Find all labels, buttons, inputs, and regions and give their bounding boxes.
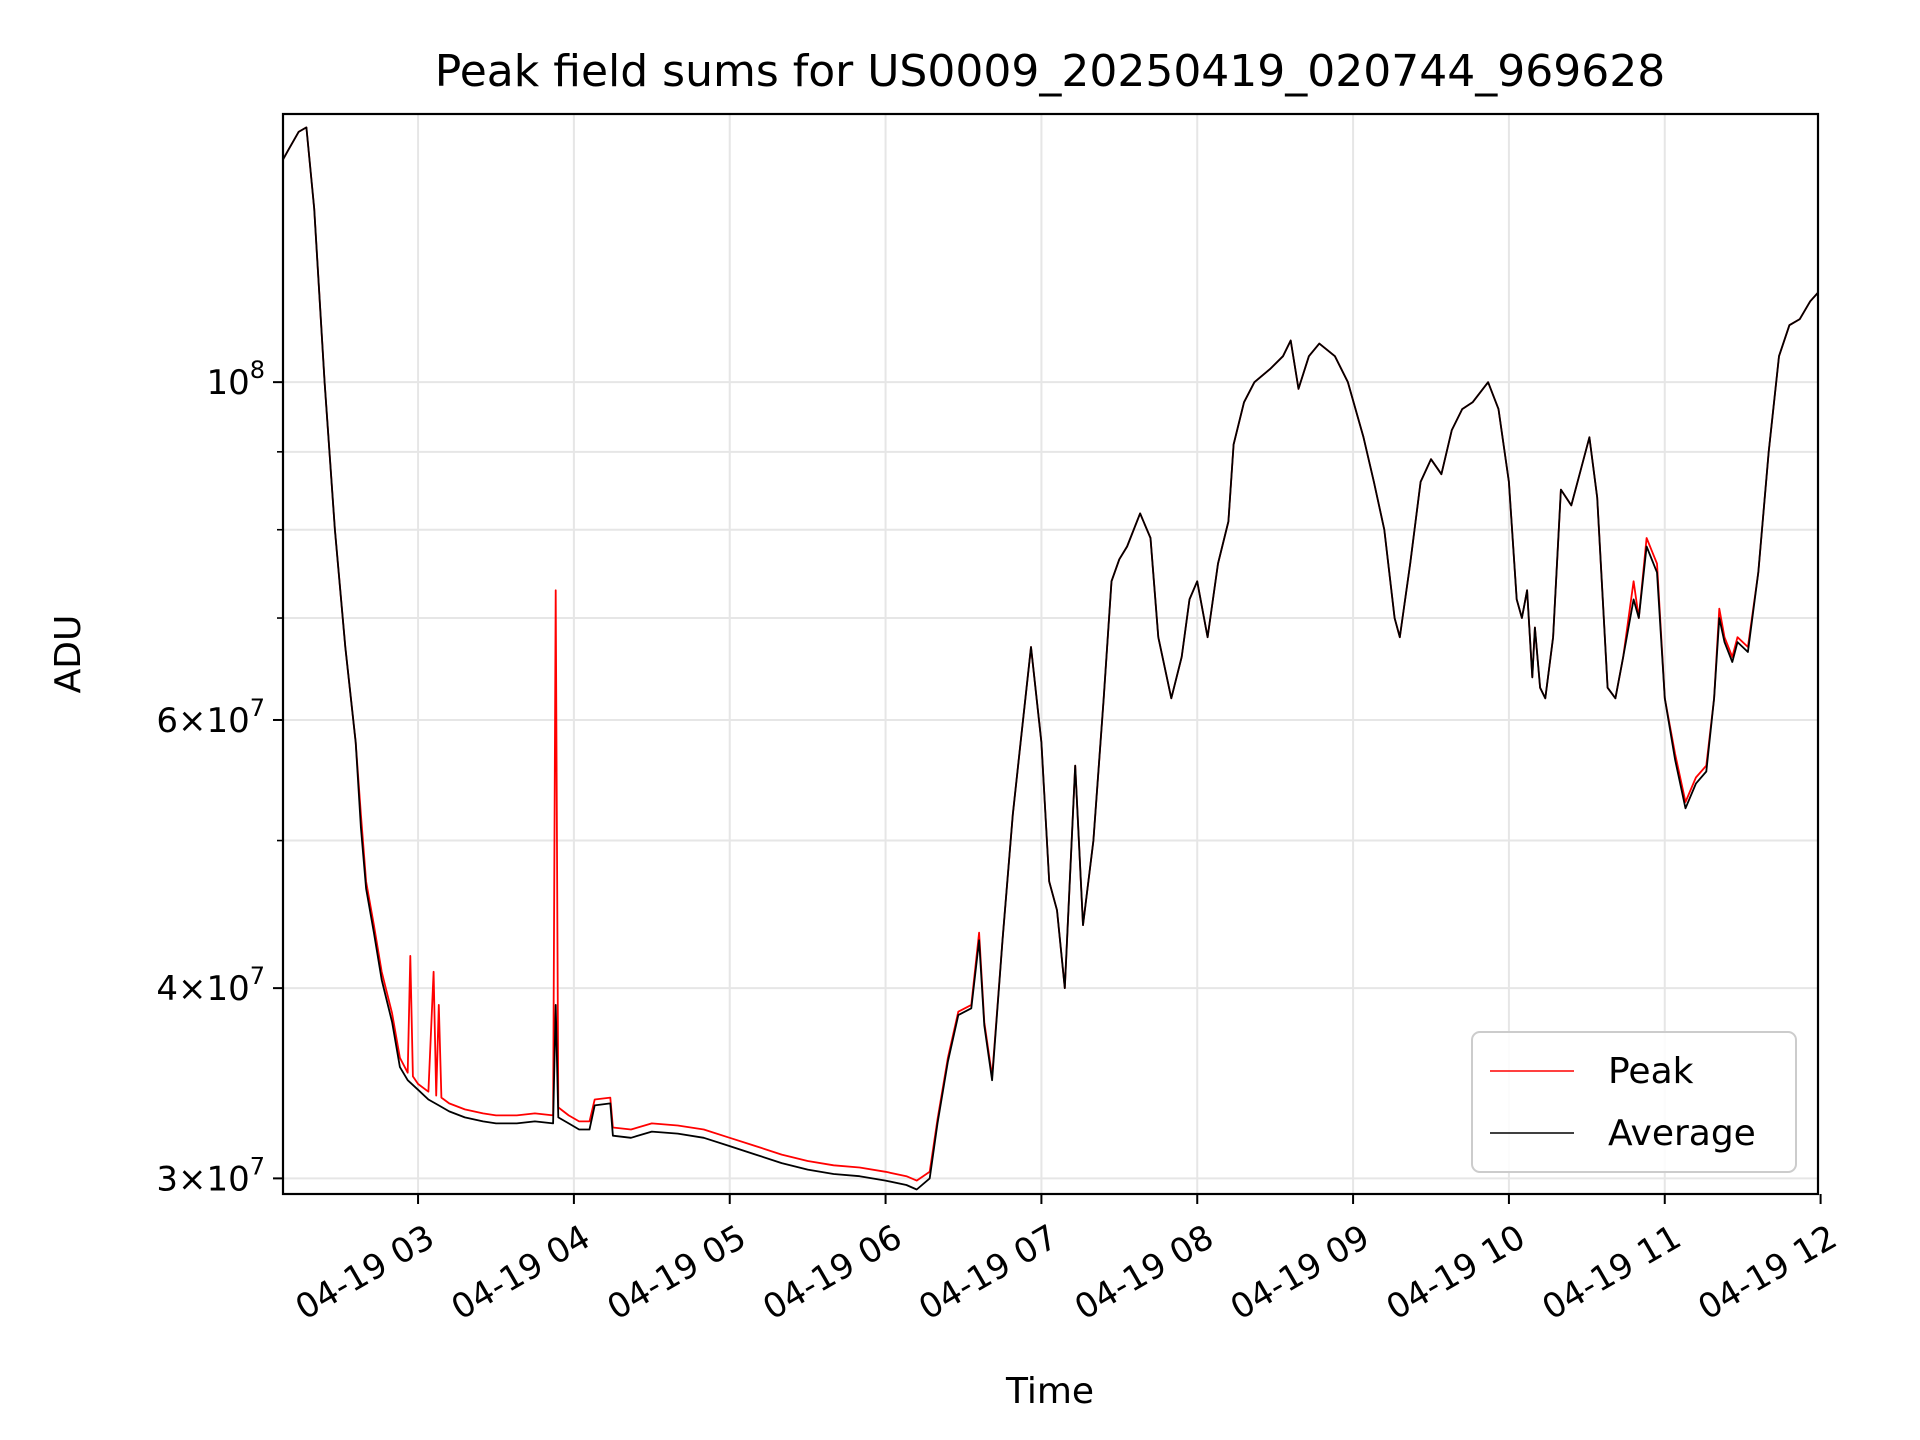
legend: Peak Average: [1471, 1031, 1797, 1173]
series-lines: [283, 126, 1818, 1191]
y-axis-label: ADU: [48, 615, 89, 694]
y-tick-label: 3×107: [156, 1152, 265, 1199]
legend-label-peak: Peak: [1608, 1051, 1694, 1092]
x-axis-label: Time: [1005, 1371, 1094, 1412]
grid: [283, 114, 1818, 1194]
y-tick-label: 4×107: [156, 962, 265, 1009]
chart-title: Peak field sums for US0009_20250419_0207…: [435, 46, 1665, 97]
series-line-average: [283, 126, 1818, 1191]
y-tick-label: 108: [206, 356, 265, 403]
legend-box: [1471, 1031, 1797, 1173]
y-tick-label: 6×107: [156, 694, 265, 741]
plot-frame: [281, 112, 1820, 1196]
legend-label-average: Average: [1608, 1113, 1756, 1154]
